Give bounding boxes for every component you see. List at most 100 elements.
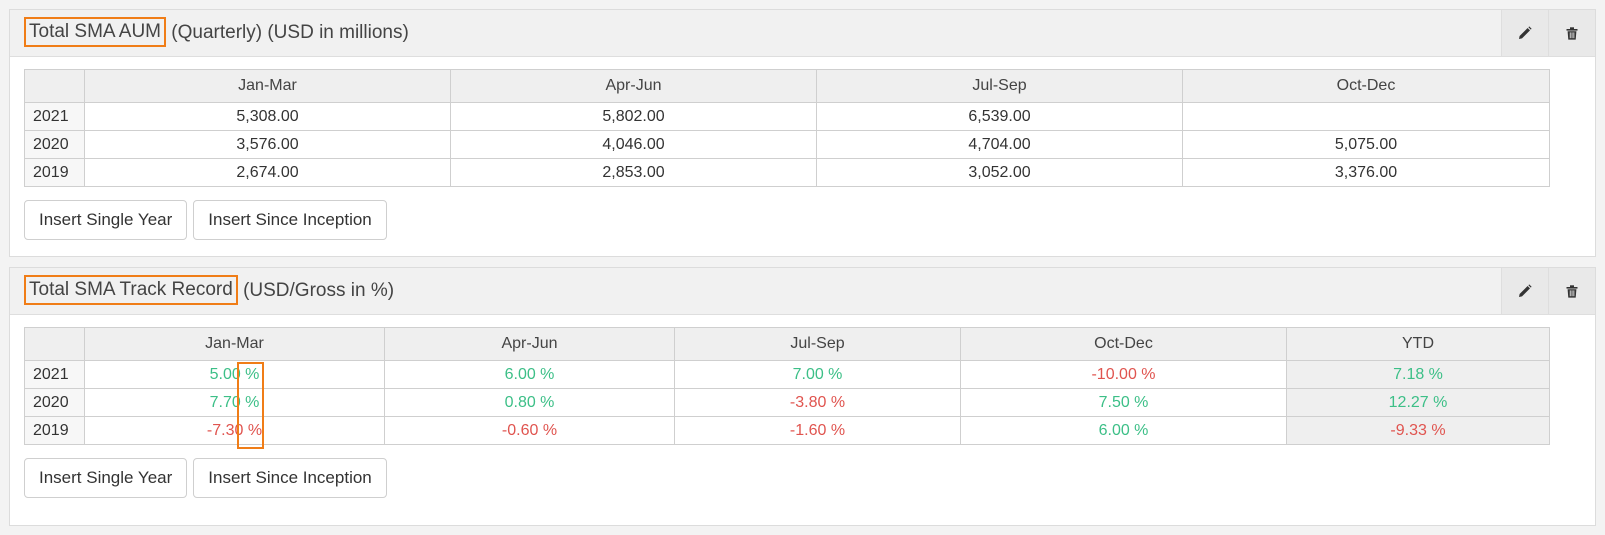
track-record-table: Jan-Mar Apr-Jun Jul-Sep Oct-Dec YTD 2021…	[24, 327, 1550, 445]
aum-edit-button[interactable]	[1501, 10, 1548, 56]
return-value: 7.50	[1098, 393, 1130, 411]
percent-suffix: %	[1426, 421, 1446, 439]
return-value-cell[interactable]: 7.70 %	[84, 388, 385, 417]
aum-title-highlight: Total SMA AUM	[24, 17, 166, 47]
return-value-cell[interactable]: -10.00 %	[960, 360, 1287, 389]
track-col-header: Apr-Jun	[384, 327, 675, 361]
percent-suffix: %	[826, 393, 846, 411]
track-panel-header: Total SMA Track Record (USD/Gross in %)	[10, 268, 1595, 315]
track-col-header: Jan-Mar	[84, 327, 385, 361]
aum-value-cell[interactable]: 3,376.00	[1182, 158, 1550, 187]
ytd-value-cell: -9.33 %	[1286, 416, 1550, 445]
year-cell: 2020	[24, 388, 85, 417]
insert-since-inception-button[interactable]: Insert Since Inception	[193, 200, 387, 240]
aum-corner-header	[24, 69, 85, 103]
pencil-icon	[1518, 284, 1532, 298]
aum-value-cell[interactable]: 4,704.00	[816, 130, 1183, 159]
aum-panel-title: Total SMA AUM (Quarterly) (USD in millio…	[24, 10, 409, 56]
insert-single-year-button[interactable]: Insert Single Year	[24, 200, 188, 240]
return-value: 7.00	[792, 365, 824, 383]
return-value-cell[interactable]: 6.00 %	[960, 416, 1287, 445]
return-value-cell[interactable]: 6.00 %	[384, 360, 675, 389]
percent-suffix: %	[243, 421, 263, 439]
return-value: -1.60	[789, 421, 827, 439]
aum-value-cell[interactable]: 3,576.00	[84, 130, 451, 159]
pencil-icon	[1518, 26, 1532, 40]
percent-suffix: %	[535, 365, 555, 383]
trash-icon	[1566, 26, 1578, 40]
track-record-panel: Total SMA Track Record (USD/Gross in %) …	[9, 267, 1596, 526]
percent-suffix: %	[1129, 393, 1149, 411]
aum-value-cell[interactable]: 5,308.00	[84, 102, 451, 131]
track-title-highlight: Total SMA Track Record	[24, 275, 238, 305]
aum-col-header: Oct-Dec	[1182, 69, 1550, 103]
percent-suffix: %	[535, 393, 555, 411]
percent-suffix: %	[823, 365, 843, 383]
percent-suffix: %	[240, 393, 260, 411]
return-value-cell[interactable]: -7.30 %	[84, 416, 385, 445]
aum-value-cell[interactable]: 2,674.00	[84, 158, 451, 187]
insert-single-year-button[interactable]: Insert Single Year	[24, 458, 188, 498]
return-value: 7.70	[209, 393, 241, 411]
year-cell: 2021	[24, 102, 85, 131]
return-value-cell[interactable]: -0.60 %	[384, 416, 675, 445]
table-row: 2021 5,308.00 5,802.00 6,539.00	[24, 102, 1550, 131]
table-row: 2020 3,576.00 4,046.00 4,704.00 5,075.00	[24, 130, 1550, 159]
aum-value-cell[interactable]	[1182, 102, 1550, 131]
percent-suffix: %	[1424, 365, 1443, 383]
aum-value-cell[interactable]: 2,853.00	[450, 158, 817, 187]
aum-button-row: Insert Single Year Insert Since Inceptio…	[24, 200, 387, 240]
track-col-header: Oct-Dec	[960, 327, 1287, 361]
aum-value-cell[interactable]: 4,046.00	[450, 130, 817, 159]
ytd-value-cell: 12.27 %	[1286, 388, 1550, 417]
return-value-cell[interactable]: 7.00 %	[674, 360, 961, 389]
table-row: 2021 5.00 % 6.00 % 7.00 % -10.00 % 7.18 %	[24, 360, 1550, 389]
aum-table: Jan-Mar Apr-Jun Jul-Sep Oct-Dec 2021 5,3…	[24, 69, 1550, 187]
aum-panel: Total SMA AUM (Quarterly) (USD in millio…	[9, 9, 1596, 257]
aum-panel-header: Total SMA AUM (Quarterly) (USD in millio…	[10, 10, 1595, 57]
table-row: 2019 -7.30 % -0.60 % -1.60 % 6.00 % -9.33 %	[24, 416, 1550, 445]
return-value: 7.18	[1393, 365, 1425, 383]
track-corner-header	[24, 327, 85, 361]
aum-col-header: Jan-Mar	[84, 69, 451, 103]
return-value-cell[interactable]: -1.60 %	[674, 416, 961, 445]
trash-icon	[1566, 284, 1578, 298]
table-row: 2020 7.70 % 0.80 % -3.80 % 7.50 % 12.27 %	[24, 388, 1550, 417]
aum-col-header: Apr-Jun	[450, 69, 817, 103]
return-value: 5.00	[209, 365, 241, 383]
return-value-cell[interactable]: 5.00 %	[84, 360, 385, 389]
track-panel-title: Total SMA Track Record (USD/Gross in %)	[24, 268, 394, 314]
track-title-rest: (USD/Gross in %)	[237, 280, 395, 301]
return-value: 6.00	[504, 365, 536, 383]
return-value: -7.30	[206, 421, 244, 439]
track-edit-button[interactable]	[1501, 268, 1548, 314]
year-cell: 2019	[24, 416, 85, 445]
percent-suffix: %	[1428, 393, 1448, 411]
return-value: -3.80	[789, 393, 827, 411]
year-cell: 2019	[24, 158, 85, 187]
track-col-header: Jul-Sep	[674, 327, 961, 361]
aum-delete-button[interactable]	[1548, 10, 1595, 56]
percent-suffix: %	[538, 421, 558, 439]
percent-suffix: %	[1129, 421, 1149, 439]
year-cell: 2020	[24, 130, 85, 159]
aum-value-cell[interactable]: 3,052.00	[816, 158, 1183, 187]
track-col-header-ytd: YTD	[1286, 327, 1550, 361]
return-value: 12.27	[1388, 393, 1429, 411]
aum-value-cell[interactable]: 5,802.00	[450, 102, 817, 131]
percent-suffix: %	[1136, 365, 1156, 383]
ytd-value-cell: 7.18 %	[1286, 360, 1550, 389]
return-value: 6.00	[1098, 421, 1130, 439]
return-value-cell[interactable]: 7.50 %	[960, 388, 1287, 417]
return-value-cell[interactable]: -3.80 %	[674, 388, 961, 417]
track-button-row: Insert Single Year Insert Since Inceptio…	[24, 458, 387, 498]
aum-col-header: Jul-Sep	[816, 69, 1183, 103]
year-cell: 2021	[24, 360, 85, 389]
return-value: -10.00	[1091, 365, 1137, 383]
table-row: 2019 2,674.00 2,853.00 3,052.00 3,376.00	[24, 158, 1550, 187]
track-delete-button[interactable]	[1548, 268, 1595, 314]
return-value-cell[interactable]: 0.80 %	[384, 388, 675, 417]
insert-since-inception-button[interactable]: Insert Since Inception	[193, 458, 387, 498]
aum-value-cell[interactable]: 6,539.00	[816, 102, 1183, 131]
aum-value-cell[interactable]: 5,075.00	[1182, 130, 1550, 159]
